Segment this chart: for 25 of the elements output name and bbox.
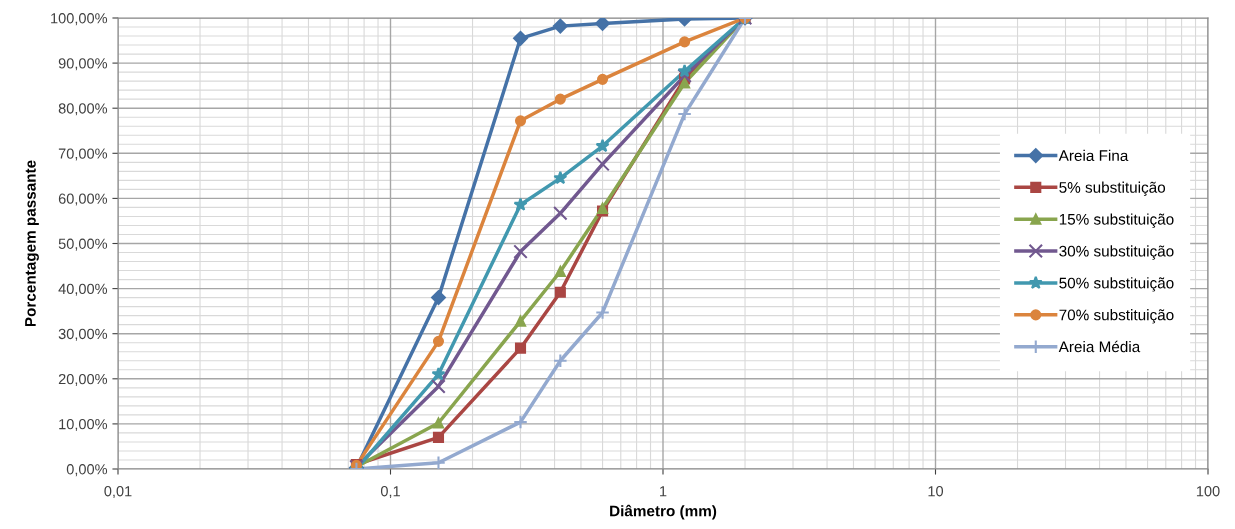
x-tick-label: 10	[928, 486, 944, 497]
y-tick-label: 70,00%	[58, 148, 108, 161]
y-tick-label: 90,00%	[58, 58, 108, 71]
y-tick-label: 100,00%	[51, 13, 108, 26]
legend-label: 30% substituição	[1059, 245, 1174, 260]
legend-label: 70% substituição	[1059, 309, 1174, 324]
y-tick-label: 50,00%	[58, 238, 108, 251]
x-tick-label: 0,01	[104, 486, 132, 499]
y-tick-label: 10,00%	[59, 419, 108, 432]
x-tick-label: 0,1	[380, 486, 400, 499]
y-tick-label: 20,00%	[58, 373, 108, 386]
y-tick-label: 80,00%	[58, 103, 108, 116]
y-tick-label: 40,00%	[58, 283, 108, 296]
legend-label: Areia Média	[1058, 340, 1141, 353]
y-tick-label: 30,00%	[58, 328, 108, 341]
legend-label: 5% substituição	[1059, 181, 1166, 196]
y-axis-title: Porcentagem passante	[25, 160, 39, 327]
legend-label: 50% substituição	[1059, 277, 1174, 292]
x-axis-title: Diâmetro (mm)	[610, 504, 717, 520]
legend-label: Areia Fina	[1058, 149, 1129, 162]
legend-label: 15% substituição	[1059, 213, 1174, 228]
x-tick-label: 100	[1196, 486, 1220, 497]
y-tick-label: 60,00%	[58, 193, 108, 206]
x-tick-label: 1	[660, 486, 667, 497]
y-tick-label: 0,00%	[66, 464, 108, 477]
